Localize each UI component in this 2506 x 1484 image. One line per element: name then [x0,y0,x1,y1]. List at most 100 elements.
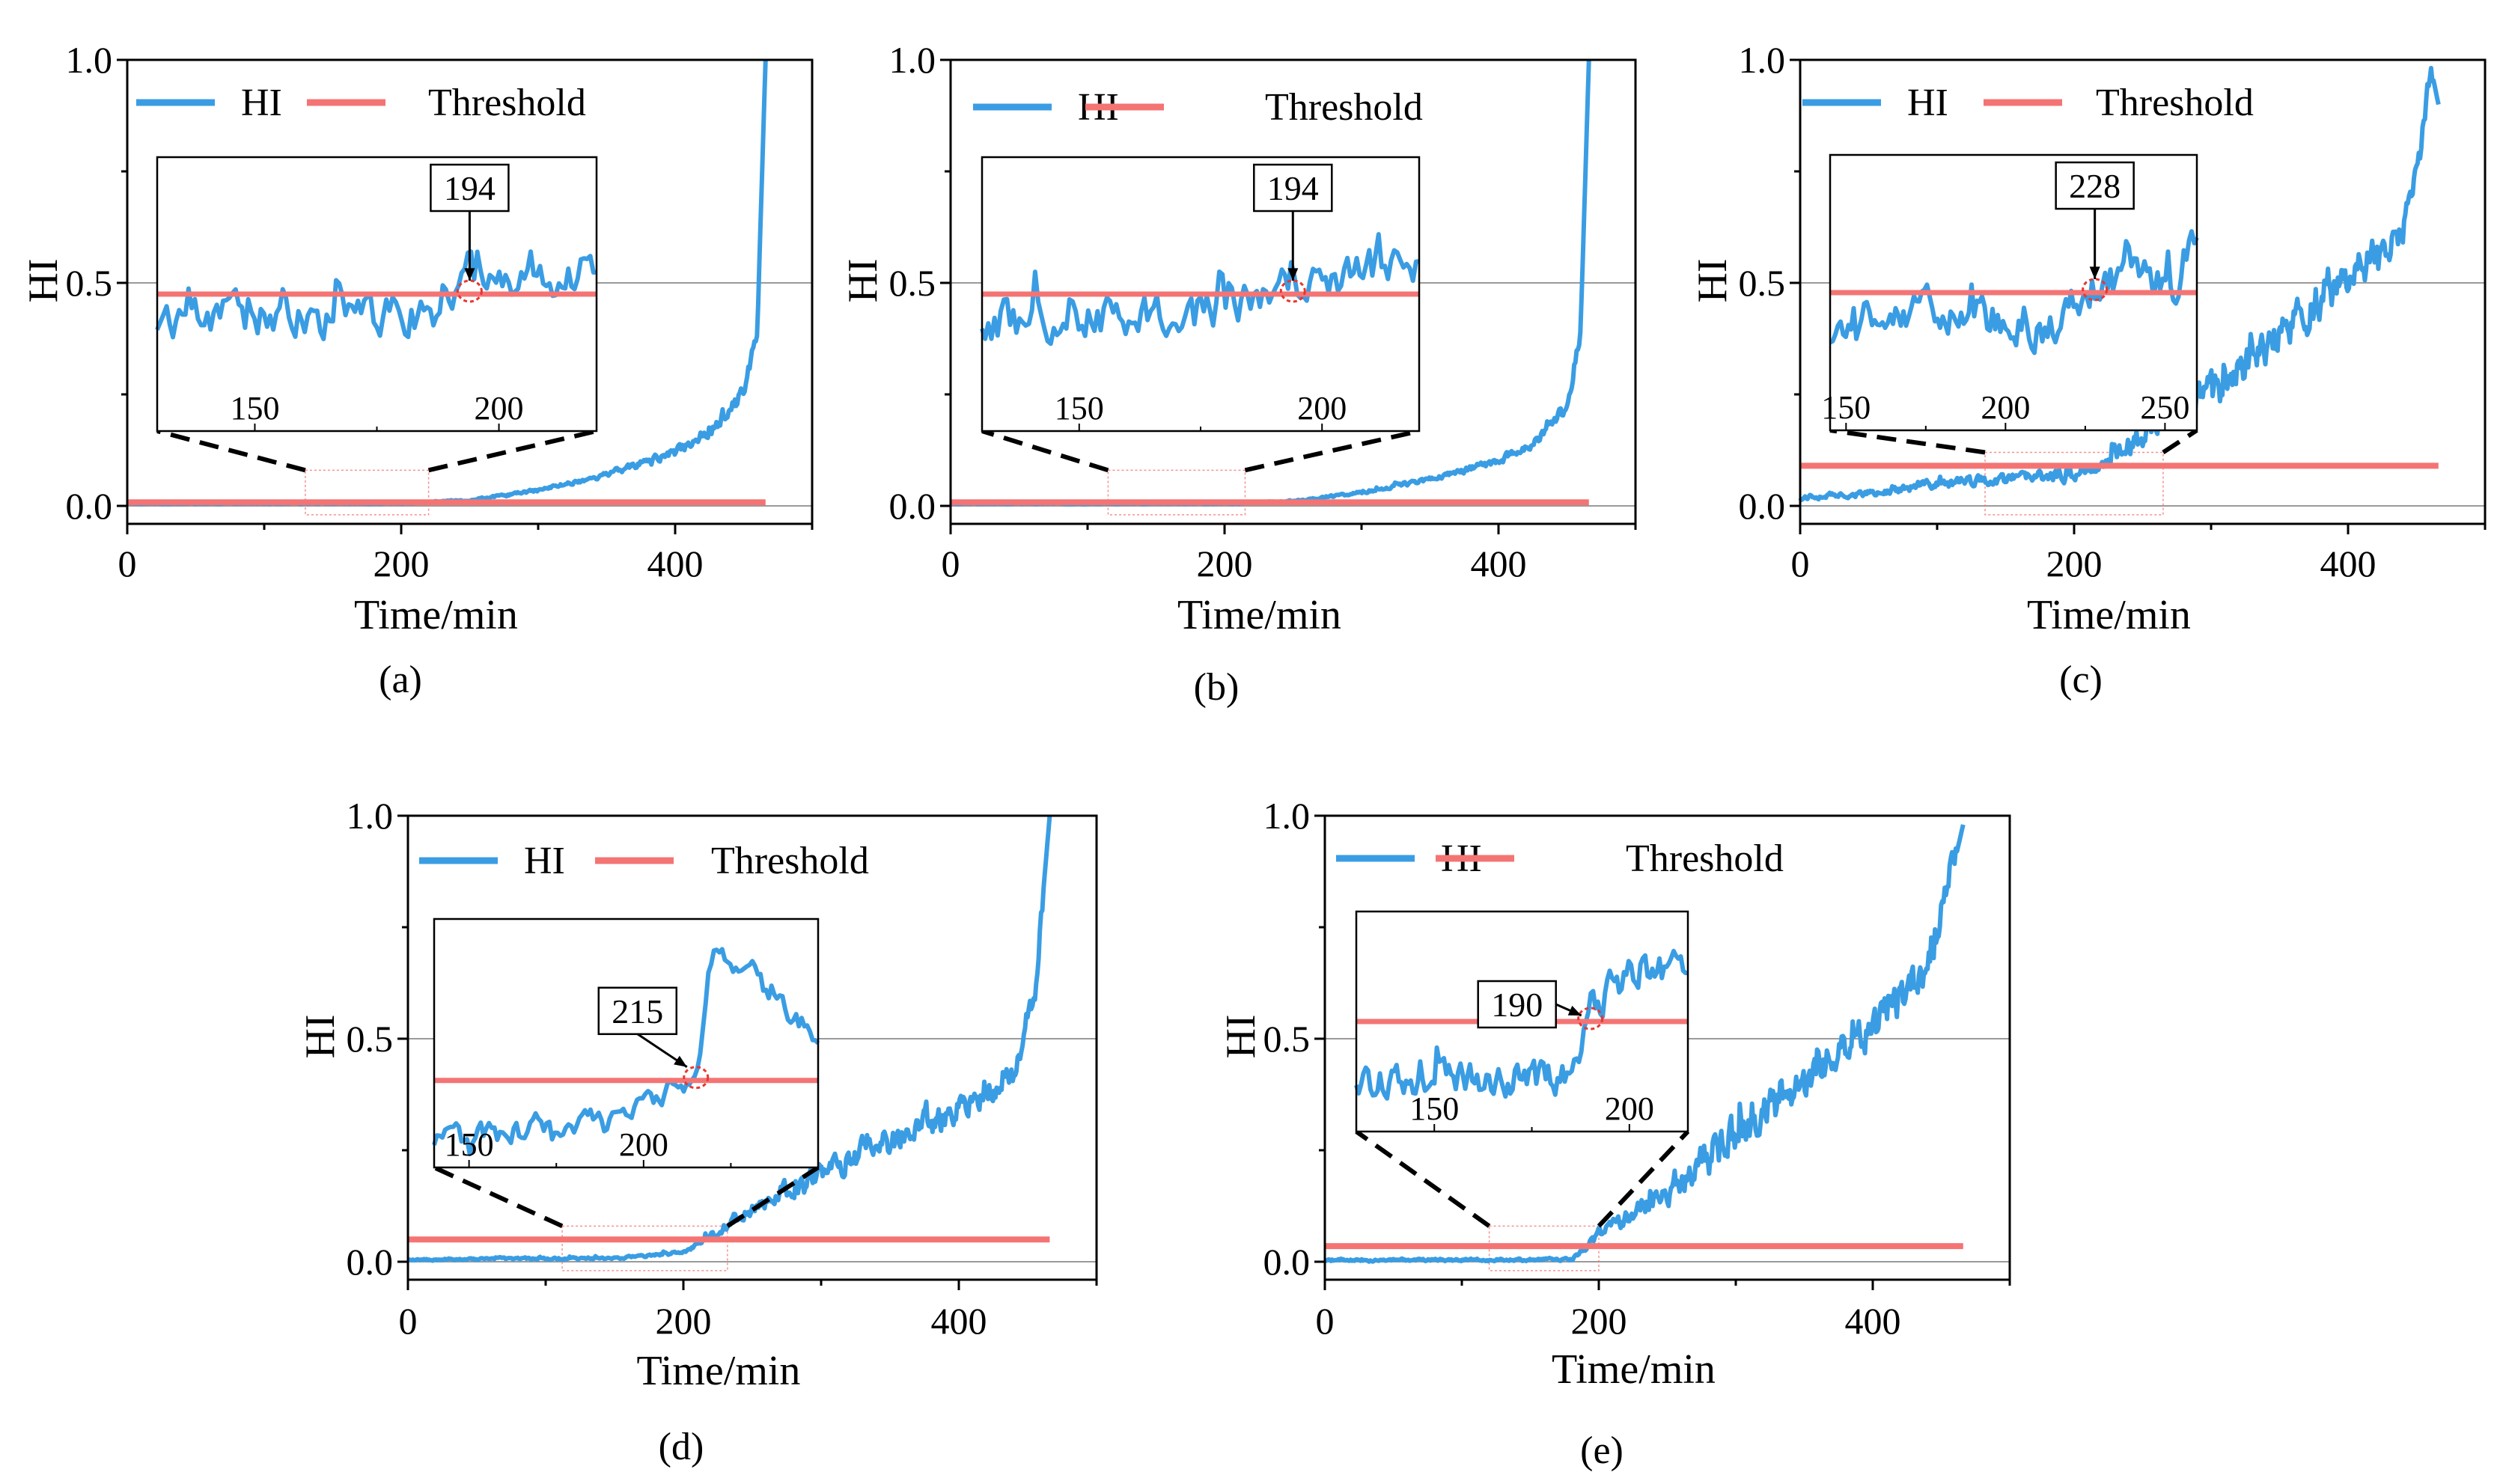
plot-frame [406,814,1098,1281]
inset-hi-series-line [1829,229,2199,355]
inset-tick-label: 200 [475,390,524,427]
y-tick-label: 0.5 [1263,1018,1311,1060]
y-axis-label: HI [1218,1014,1264,1058]
y-tick-label: 0.0 [347,1241,394,1283]
inset-tick-label: 150 [1821,389,1871,426]
x-tick-label: 0 [1316,1300,1335,1342]
inset-tick-label: 200 [1981,389,2030,426]
zoom-connector-right [1597,1129,1690,1228]
annotation-label: 228 [2069,167,2121,205]
hi-series-line [1323,824,1966,1264]
y-tick-label: 0.5 [889,262,936,304]
crossing-marker [1279,279,1306,303]
zoom-region-box [1107,469,1246,516]
y-tick-label: 1.0 [889,39,936,81]
x-tick-label: 0 [942,543,960,584]
annotation-box [1477,980,1557,1029]
panel-label: (d) [659,1426,704,1468]
annotation-box [430,163,510,213]
crossing-marker [1577,1007,1604,1030]
y-axis-label: HI [1689,258,1736,302]
annotation-arrow-head [2089,266,2100,279]
inset-hi-series-line [432,947,820,1157]
x-tick-label: 200 [1197,543,1253,584]
crossing-marker [456,279,483,303]
legend-threshold-label: Threshold [711,840,869,882]
legend-hi-label: HI [524,840,565,882]
y-axis-label: HI [297,1014,344,1058]
zoom-connector-left [156,429,306,473]
crossing-marker [683,1066,710,1090]
panel-label: (b) [1194,666,1240,709]
legend-threshold-label: Threshold [428,82,586,124]
inset-tick-label: 200 [1297,390,1347,427]
annotation-label: 194 [1267,169,1319,207]
x-axis-label: Time/min [1177,592,1341,638]
zoom-connector-right [427,429,597,473]
x-tick-label: 200 [2046,543,2103,584]
chart-panel-a: 0 200 400 0.0 0.5 1.0 Time/min HI HI Threshold (a)… [20,39,814,701]
x-tick-label: 400 [1471,543,1527,584]
crossing-marker [2082,278,2109,302]
x-tick-label: 400 [2320,543,2377,584]
inset-tick-label: 200 [619,1126,668,1163]
plot-frame [126,58,814,525]
annotation-box [2055,161,2135,210]
inset-tick-label: 150 [230,390,279,427]
y-tick-label: 0.0 [1739,485,1786,527]
y-tick-label: 0.0 [66,485,113,527]
zoom-connector-right [726,1165,820,1228]
inset-frame [1355,910,1689,1133]
zoom-region-box [561,1225,728,1271]
y-tick-label: 0.5 [1739,262,1786,304]
annotation-label: 194 [444,169,496,207]
plot-frame [1799,58,2487,525]
zoom-connector-left [1355,1129,1491,1228]
hi-series-line [1798,66,2441,503]
inset-frame [1829,153,2198,432]
panel-label: (a) [379,659,422,701]
x-axis-label: Time/min [1552,1346,1716,1393]
inset-hi-series-line [980,232,1420,346]
chart-panel-d: 0 200 400 0.0 0.5 1.0 Time/min HI HI Threshold (d)… [297,795,1098,1468]
legend-hi-label: HI [241,82,282,124]
y-tick-label: 1.0 [1739,39,1786,81]
zoom-connector-left [981,429,1109,473]
x-axis-label: Time/min [354,592,518,638]
y-tick-label: 0.0 [1263,1241,1311,1283]
y-tick-label: 0.5 [347,1018,394,1060]
y-axis-label: HI [840,258,886,302]
x-tick-label: 0 [1791,543,1810,584]
inset-tick-label: 250 [2140,389,2189,426]
y-tick-label: 1.0 [66,39,113,81]
legend-threshold-label: Threshold [2096,82,2254,124]
inset-plot: 150 200 190 [1354,910,1689,1133]
panel-label: (c) [2059,659,2103,701]
annotation-label: 215 [612,992,663,1030]
x-tick-label: 400 [931,1300,987,1342]
x-axis-label: Time/min [2027,592,2191,638]
x-tick-label: 0 [399,1300,418,1342]
zoom-connector-left [1829,428,1986,455]
inset-plot: 150 200 194 [980,156,1421,433]
inset-tick-label: 200 [1605,1090,1654,1127]
y-tick-label: 1.0 [347,795,394,837]
x-tick-label: 200 [656,1300,712,1342]
plot-frame [1323,814,2011,1281]
panel-label: (e) [1580,1429,1624,1472]
y-tick-label: 1.0 [1263,795,1311,837]
legend-threshold-label: Threshold [1265,86,1423,129]
chart-panel-c: 0 200 400 0.0 0.5 1.0 Time/min HI HI Threshold (c)… [1689,39,2487,701]
legend-hi-label: HI [1907,82,1948,124]
inset-plot: 150 200 250 228 [1821,153,2199,432]
y-tick-label: 0.5 [66,262,113,304]
inset-frame [433,917,820,1169]
x-tick-label: 200 [374,543,430,584]
plot-frame [949,58,1637,525]
x-axis-label: Time/min [637,1348,801,1394]
inset-tick-label: 150 [1409,1090,1459,1127]
legend-threshold-label: Threshold [1626,837,1784,880]
annotation-label: 190 [1491,986,1543,1024]
zoom-connector-right [2162,428,2198,454]
